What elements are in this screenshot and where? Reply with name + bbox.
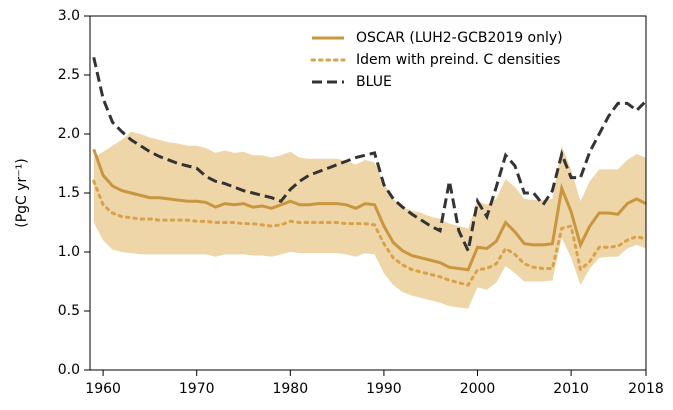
x-tick-label: 2010 [553, 381, 589, 397]
legend-label: BLUE [356, 74, 392, 90]
y-tick-label: 3.0 [58, 8, 80, 24]
x-tick-label: 1990 [366, 381, 402, 397]
series-line [92, 179, 648, 287]
y-tick-label: 0.0 [58, 362, 80, 378]
y-axis-label: (PgC yr⁻¹) [14, 158, 30, 228]
x-tick-label: 2018 [628, 381, 664, 397]
y-tick-label: 2.5 [58, 67, 80, 83]
x-tick-label: 1960 [85, 381, 121, 397]
uncertainty-band [93, 131, 646, 309]
series-line [92, 56, 648, 256]
y-tick-label: 1.0 [58, 244, 80, 260]
legend-label: OSCAR (LUH2-GCB2019 only) [356, 30, 563, 46]
y-tick-label: 0.5 [58, 303, 80, 319]
legend-label: Idem with preind. C densities [356, 52, 560, 68]
x-tick-label: 2000 [460, 381, 496, 397]
series-line [92, 148, 647, 272]
y-tick-label: 2.0 [58, 126, 80, 142]
x-tick-label: 1980 [272, 381, 308, 397]
y-tick-label: 1.5 [58, 185, 80, 201]
x-tick-label: 1970 [179, 381, 215, 397]
